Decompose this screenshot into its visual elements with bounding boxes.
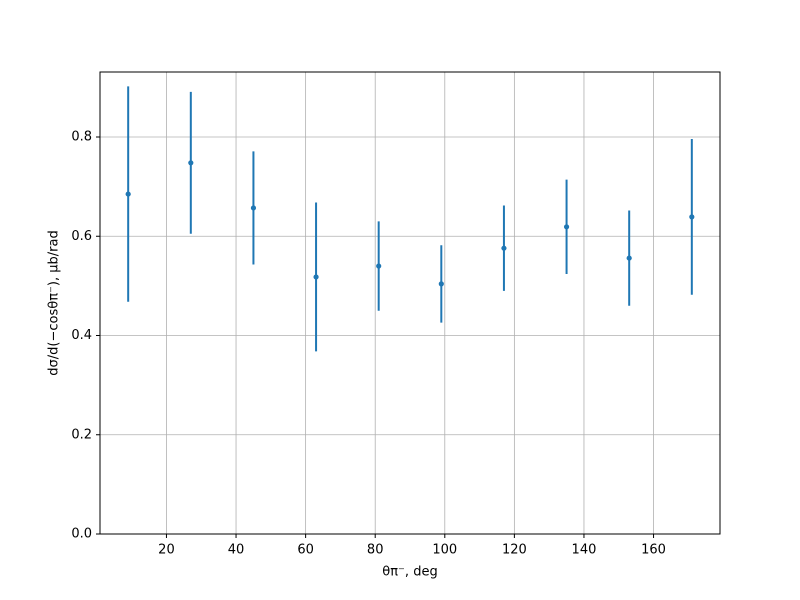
y-tick-label: 0.0 <box>71 527 92 542</box>
axes-frame <box>99 71 721 535</box>
data-point <box>501 245 507 251</box>
x-tick-label: 140 <box>572 543 597 558</box>
mark-layer <box>125 86 695 352</box>
data-point <box>313 274 319 280</box>
x-tick-label: 20 <box>158 543 175 558</box>
data-point <box>689 214 695 220</box>
grid-layer <box>100 72 720 535</box>
y-axis-label: dσ/d(−cosθπ⁻), μb/rad <box>47 230 62 375</box>
x-axis-label: θπ⁻, deg <box>382 565 437 580</box>
y-tick-label: 0.2 <box>71 427 92 442</box>
x-tick-label: 40 <box>228 543 245 558</box>
x-tick-label: 60 <box>297 543 314 558</box>
x-tick-label: 80 <box>367 543 384 558</box>
data-point <box>250 205 257 211</box>
y-tick-label: 0.8 <box>71 130 92 145</box>
y-tick-label: 0.6 <box>71 229 92 244</box>
data-point <box>438 281 444 287</box>
data-point <box>125 191 131 197</box>
y-tick-label: 0.4 <box>71 328 92 343</box>
data-point <box>188 160 194 166</box>
data-point <box>626 255 632 261</box>
x-tick-label: 120 <box>502 543 527 558</box>
data-point <box>563 224 570 230</box>
x-tick-label: 160 <box>641 543 666 558</box>
data-point <box>376 263 382 269</box>
x-tick-label: 100 <box>432 543 457 558</box>
